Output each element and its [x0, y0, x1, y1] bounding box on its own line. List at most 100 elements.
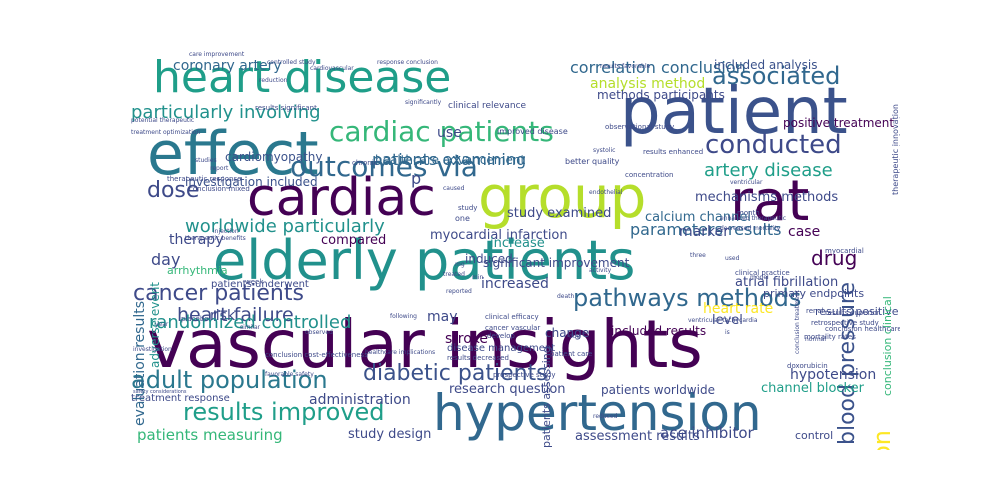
word-5: patient: [620, 75, 848, 149]
word-58: included results: [611, 324, 707, 338]
word-135: one: [455, 214, 470, 223]
word-113: results significant: [255, 104, 317, 112]
word-153: due: [569, 333, 581, 340]
word-12: associated: [712, 62, 841, 90]
word-56: may: [427, 309, 458, 325]
word-124: conclusion treatment: [794, 290, 801, 354]
word-123: reported: [446, 288, 472, 295]
word-154: ventricular tachycardia: [688, 317, 758, 324]
word-87: clinical efficacy: [485, 313, 539, 321]
word-147: systolic: [593, 147, 616, 154]
word-94: patient care: [550, 350, 593, 358]
word-103: results superior: [825, 309, 880, 317]
word-48: case: [788, 224, 821, 240]
word-15: adult population: [131, 366, 328, 394]
word-100: doxorubicin: [787, 362, 828, 370]
word-41: calcium channel: [645, 210, 751, 225]
word-89: results enhanced: [643, 148, 704, 156]
word-95: results decreased: [447, 354, 509, 362]
word-97: safety considerations: [133, 389, 187, 395]
word-34: methods participants: [597, 88, 725, 102]
word-84: observational study: [605, 123, 675, 131]
word-54: heart rate: [703, 301, 774, 317]
word-98: favorable safety: [265, 371, 314, 378]
word-27: randomized controlled: [149, 312, 352, 333]
word-126: month: [737, 209, 760, 217]
word-127: year: [155, 321, 169, 328]
word-42: myocardial infarction: [430, 228, 568, 243]
word-101: mortality rates: [804, 333, 856, 341]
word-57: change: [545, 326, 590, 340]
word-46: increase: [490, 236, 545, 251]
word-112: reduction: [259, 77, 288, 84]
word-11: cardiac patients: [329, 115, 554, 148]
word-1: vascular insights: [147, 306, 703, 383]
word-43: compared: [321, 233, 387, 248]
word-10: outcomes via: [290, 150, 478, 183]
word-3: elderly patients: [213, 229, 636, 292]
word-73: treatment response: [131, 393, 230, 404]
word-131: similar: [240, 324, 261, 331]
word-17: cancer patients: [133, 281, 304, 306]
word-79: p: [411, 169, 422, 188]
word-99: prospective study: [493, 371, 556, 379]
word-85: better quality: [565, 157, 620, 166]
word-121: decreased mortality: [720, 225, 781, 232]
word-40: study examined: [507, 206, 612, 221]
word-107: care improvement: [189, 51, 245, 58]
word-90: concentration: [625, 171, 674, 179]
word-62: risk: [210, 308, 236, 324]
word-150: used: [725, 255, 740, 262]
word-66: hypotension: [790, 367, 877, 383]
word-23: artery disease: [704, 160, 833, 181]
word-51: significant improvement: [483, 256, 630, 270]
word-81: patients assessing: [540, 346, 553, 448]
word-152: death: [557, 293, 575, 300]
word-45: day: [151, 250, 181, 269]
word-151: following: [390, 313, 417, 320]
word-53: increased: [481, 276, 549, 292]
word-88: cancer vascular: [485, 324, 541, 332]
word-140: investigation: [133, 346, 172, 353]
word-38: investigation included: [185, 175, 318, 189]
word-110: response conclusion: [377, 59, 438, 66]
word-24: dose: [147, 178, 200, 203]
word-39: mechanisms methods: [695, 190, 839, 205]
word-60: stroke: [445, 331, 489, 347]
word-6: effect: [147, 119, 319, 189]
word-25: drug: [811, 246, 858, 270]
word-36: cardiomyopathy: [225, 150, 323, 164]
word-146: injection: [213, 228, 239, 235]
word-102: retrospective study: [811, 319, 879, 327]
word-74: evaluation results: [132, 301, 148, 426]
word-80: conclusion clinical: [881, 296, 894, 396]
word-8: cardiac: [247, 168, 436, 228]
word-63: research question: [449, 382, 566, 397]
word-139: placebo: [181, 315, 209, 323]
word-7: heart disease: [153, 52, 452, 103]
word-76: arrhythmia: [167, 264, 228, 277]
word-16: results improved: [183, 398, 385, 426]
word-13: conducted: [705, 130, 842, 160]
word-116: chronic: [352, 159, 378, 167]
word-68: patients measuring: [137, 426, 283, 444]
word-91: therapeutic response: [167, 175, 242, 183]
word-26: heart failure: [177, 304, 294, 326]
word-71: ace inhibitor: [660, 424, 754, 442]
word-114: treatment optimization: [131, 129, 201, 136]
word-47: marker: [679, 224, 729, 240]
word-120: enhanced therapeutic: [720, 215, 787, 222]
word-83: improved disease: [497, 127, 568, 136]
word-128: week: [245, 278, 264, 286]
word-129: renal: [806, 307, 824, 315]
word-111: results favorable: [600, 63, 651, 70]
word-149: report: [210, 165, 229, 172]
word-44: therapy: [169, 232, 224, 248]
word-65: channel blocker: [761, 381, 864, 396]
word-32: included analysis: [714, 58, 818, 72]
word-52: induced: [465, 252, 513, 266]
word-119: endothelial: [589, 189, 623, 196]
word-72: control: [795, 429, 834, 442]
word-148: studies: [195, 157, 217, 164]
word-22: worldwide particularly: [185, 216, 385, 237]
